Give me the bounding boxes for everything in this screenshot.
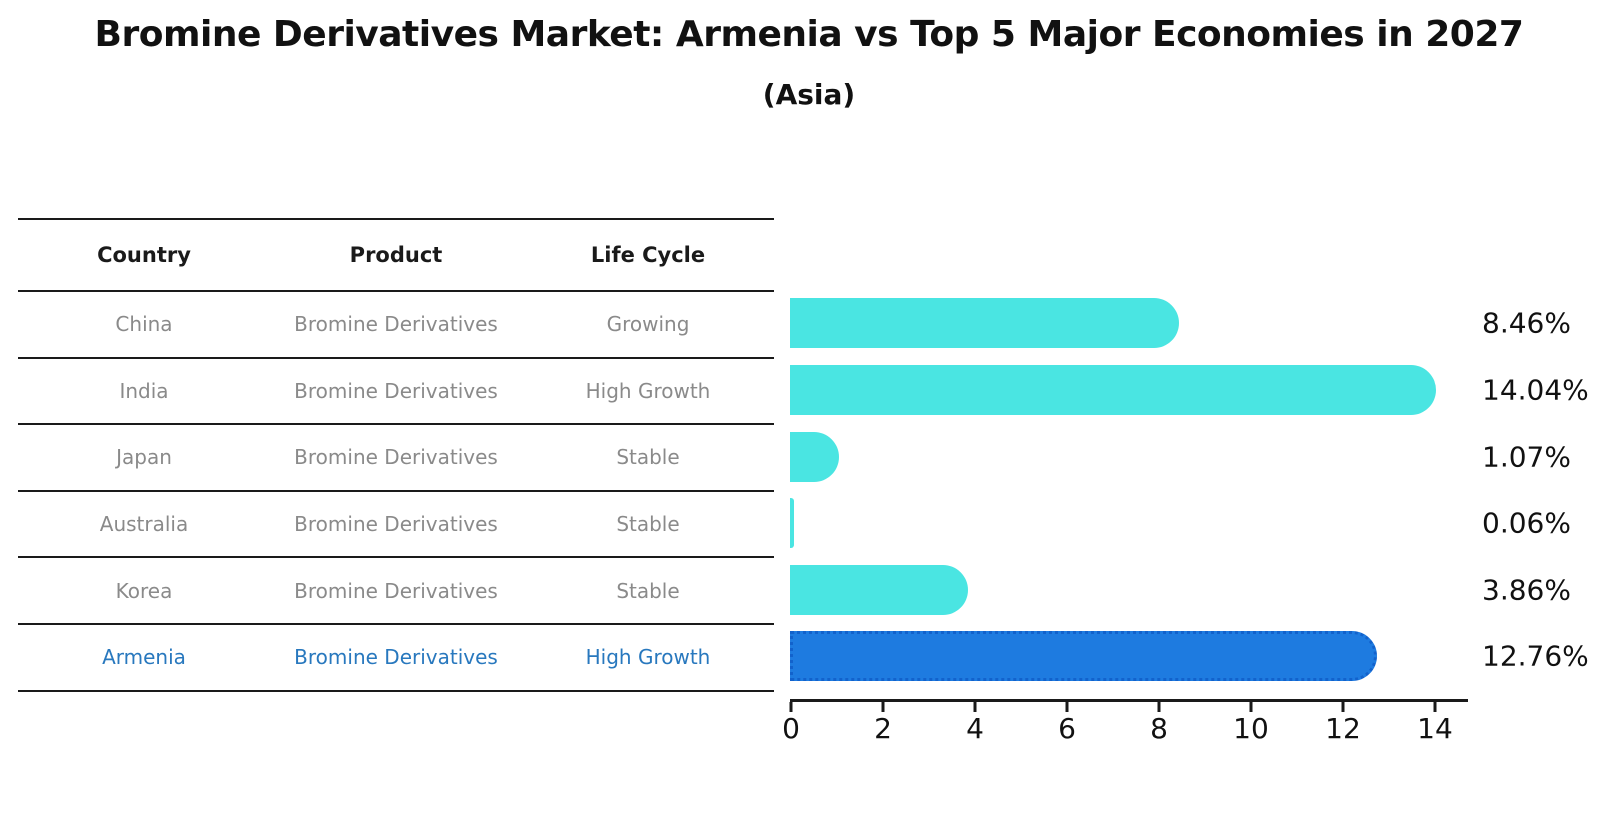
value-label-india: 14.04%	[1482, 373, 1589, 407]
cell-country: Australia	[99, 512, 189, 537]
cell-country: Korea	[115, 578, 173, 603]
x-tick-label-10: 10	[1233, 712, 1269, 745]
cell-life-cycle: Growing	[606, 312, 690, 337]
x-tick-mark-4	[973, 702, 977, 712]
bar-armenia	[790, 631, 1377, 682]
x-axis-line	[790, 699, 1468, 702]
chart-subtitle: (Asia)	[762, 78, 856, 111]
cell-country: Armenia	[102, 645, 186, 670]
table-row-japan: Japan Bromine Derivatives Stable	[18, 425, 774, 492]
cell-product: Bromine Derivatives	[294, 645, 498, 670]
x-tick-mark-6	[1065, 702, 1069, 712]
x-tick-mark-14	[1433, 702, 1437, 712]
x-tick-label-8: 8	[1150, 712, 1168, 745]
cell-country: India	[119, 378, 169, 403]
cell-product: Bromine Derivatives	[294, 512, 498, 537]
x-tick-label-0: 0	[782, 712, 800, 745]
bar-india	[790, 364, 1436, 415]
table-row-australia: Australia Bromine Derivatives Stable	[18, 492, 774, 559]
value-label-australia: 0.06%	[1482, 506, 1571, 540]
table-row-india: India Bromine Derivatives High Growth	[18, 359, 774, 426]
x-tick-label-14: 14	[1417, 712, 1453, 745]
cell-product: Bromine Derivatives	[294, 312, 498, 337]
column-header-product: Product	[349, 243, 443, 267]
cell-product: Bromine Derivatives	[294, 445, 498, 470]
cell-product: Bromine Derivatives	[294, 378, 498, 403]
table-row-korea: Korea Bromine Derivatives Stable	[18, 558, 774, 625]
x-tick-mark-0	[789, 702, 793, 712]
bar-australia	[790, 498, 794, 549]
x-tick-label-12: 12	[1325, 712, 1361, 745]
bar-korea	[790, 564, 968, 615]
cell-product: Bromine Derivatives	[294, 578, 498, 603]
cell-country: Japan	[116, 445, 172, 470]
column-header-life-cycle: Life Cycle	[590, 243, 706, 267]
table-row-armenia: Armenia Bromine Derivatives High Growth	[18, 625, 774, 692]
country-table: Country Product Life Cycle China Bromine …	[18, 218, 774, 692]
cell-country: China	[115, 312, 173, 337]
bar-china	[790, 298, 1180, 349]
cell-life-cycle: Stable	[616, 578, 680, 603]
x-tick-mark-2	[881, 702, 885, 712]
value-label-china: 8.46%	[1482, 306, 1571, 340]
cell-life-cycle: High Growth	[585, 378, 711, 403]
table-header-row: Country Product Life Cycle	[18, 220, 774, 292]
chart-title: Bromine Derivatives Market: Armenia vs T…	[94, 14, 1524, 55]
x-tick-label-6: 6	[1058, 712, 1076, 745]
x-tick-mark-12	[1341, 702, 1345, 712]
x-tick-label-4: 4	[966, 712, 984, 745]
table-row-china: China Bromine Derivatives Growing	[18, 292, 774, 359]
value-label-armenia: 12.76%	[1482, 639, 1589, 673]
x-tick-mark-10	[1249, 702, 1253, 712]
column-header-country: Country	[97, 243, 191, 267]
x-tick-label-2: 2	[874, 712, 892, 745]
x-tick-mark-8	[1157, 702, 1161, 712]
cell-life-cycle: High Growth	[585, 645, 711, 670]
bar-japan	[790, 431, 840, 482]
cell-life-cycle: Stable	[616, 512, 680, 537]
value-label-korea: 3.86%	[1482, 573, 1571, 607]
cell-life-cycle: Stable	[616, 445, 680, 470]
value-label-japan: 1.07%	[1482, 440, 1571, 473]
